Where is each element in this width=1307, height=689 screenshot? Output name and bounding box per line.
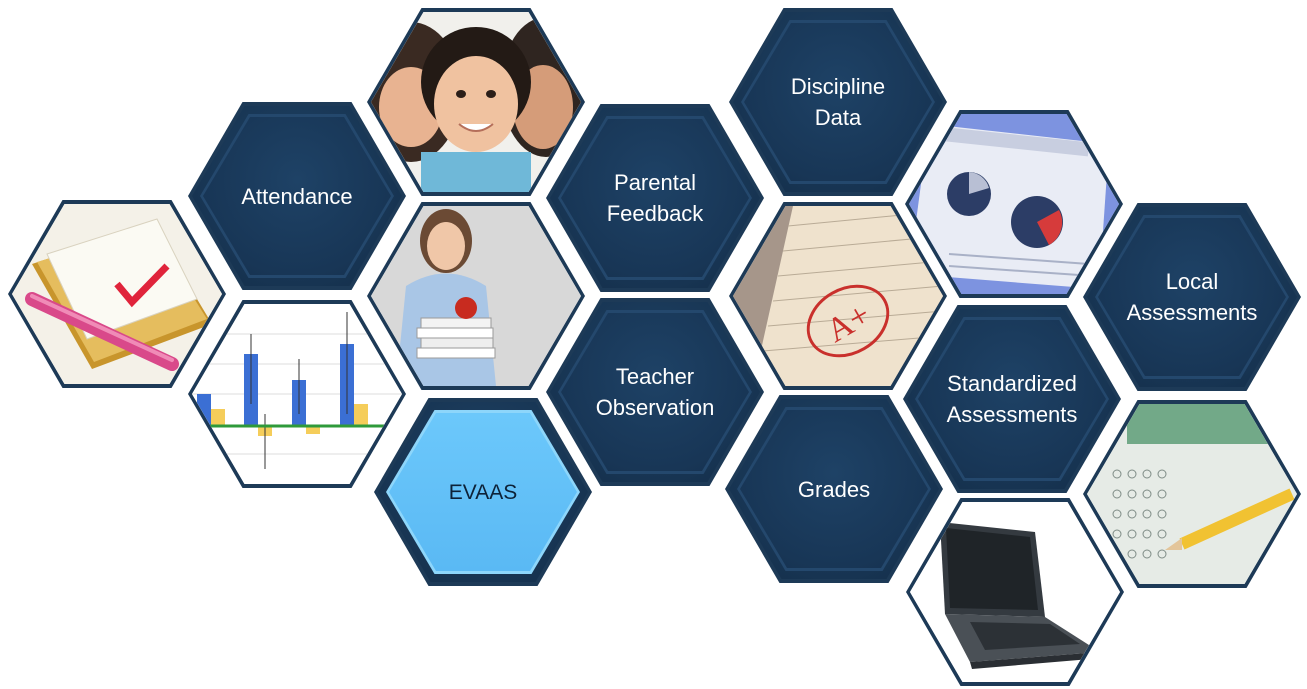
pie-chart-report-image [909,114,1119,294]
laptop-photo-hex [906,498,1124,686]
checklist-photo-hex [8,200,226,388]
attendance-label: Attendance [241,183,353,209]
local-assessments-hex: Local Assessments [1083,203,1301,391]
family-kiss-image [371,12,581,192]
teacher-photo-hex [367,202,585,390]
teacher-with-books-image [371,206,581,386]
grades-hex: Grades [725,395,943,583]
checklist-clipboard-image [12,204,222,384]
parental-feedback-hex: Parental Feedback [546,104,764,292]
answer-sheet-pencil-image [1087,404,1297,584]
answer-sheet-photo-hex [1083,400,1301,588]
discipline-data-label: Discipline Data [790,74,886,130]
standardized-assessments-hex: Standardized Assessments [903,305,1121,493]
teacher-observation-label: Teacher Observation [595,364,715,420]
evaas-hex: EVAAS [374,398,592,586]
local-assessments-label: Local Assessments [1126,269,1258,325]
discipline-data-hex: Discipline Data [729,8,947,196]
teacher-observation-hex: Teacher Observation [546,298,764,486]
parental-feedback-label: Parental Feedback [606,170,704,226]
bar-chart-photo-hex [188,300,406,488]
family-photo-hex [367,8,585,196]
standardized-assessments-label: Standardized Assessments [946,371,1078,427]
pie-chart-photo-hex [905,110,1123,298]
grades-label: Grades [797,476,871,502]
bar-chart-image [192,304,402,484]
graded-paper-photo-hex: A+ [729,202,947,390]
evaas-label: EVAAS [448,480,518,504]
laptop-image [910,502,1120,682]
graded-paper-a-plus-image: A+ [733,206,943,386]
attendance-hex: Attendance [188,102,406,290]
